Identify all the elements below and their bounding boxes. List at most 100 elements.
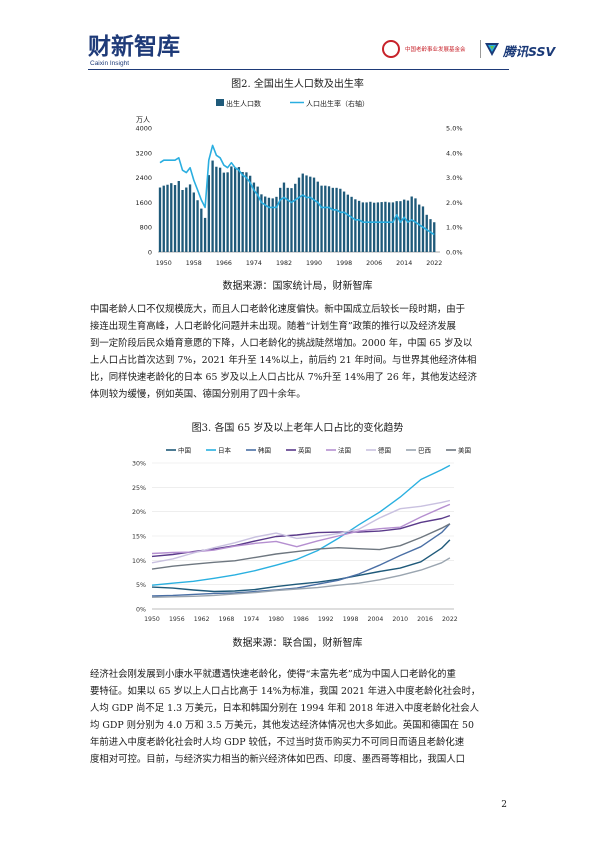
y-tick-label: 1600 [135,199,152,207]
births-bar [327,186,331,252]
births-bar [267,197,271,252]
births-bar [226,172,229,252]
x-tick-label: 2004 [368,616,384,623]
y2-tick-label: 4.0% [446,149,463,157]
y2-tick-label: 0.0% [446,249,463,257]
x-tick-label: 1990 [306,260,322,267]
births-bar [245,172,248,252]
births-bar [275,196,278,252]
logo-main-text: 财新智库 [88,34,180,60]
y-tick-label: 15% [132,534,146,541]
header-rule [88,69,509,70]
figure3-caption: 图3. 各国 65 岁及以上老年人口占比的变化趋势 [191,423,404,434]
births-bar [207,175,211,252]
births-bar [279,187,282,252]
births-bar [342,191,346,252]
births-bar [271,198,274,252]
paragraph-line: 接连出现生育高峰，人口老龄化问题并未出现。随着“计划生育”政策的推行以及经济发展 [90,321,456,332]
births-bar [158,187,162,252]
tencent-ssv-text: 腾讯SSV [503,44,556,59]
y-tick-label: 0% [136,607,146,614]
legend-label: 美国 [458,446,471,455]
births-bar [290,188,293,252]
y-tick-label: 30% [132,461,146,468]
x-tick-label: 1982 [276,260,292,267]
births-bar [335,187,338,252]
x-tick-label: 1998 [336,260,352,267]
births-bar [410,196,413,252]
logo-sub-text: Caixin Insight [90,60,130,67]
paragraph-line: 到一定阶段后民众婚育意愿的下降，人口老龄化的挑战陡然增加。2000 年，中国 6… [90,338,473,349]
paragraph-line: 年前进入中度老龄化社会时人均 GDP 较低，不过当时货币购买力不可同日而语且老龄… [90,737,465,748]
births-bar [192,192,195,252]
births-bar [166,184,169,252]
births-bar [297,177,301,252]
x-tick-label: 1958 [186,260,202,267]
legend-label: 日本 [218,446,232,455]
births-bar [248,175,252,252]
births-bar [196,200,199,252]
births-bar [414,198,417,252]
x-tick-label: 1956 [169,616,185,623]
births-bar [282,182,286,252]
births-bar [365,202,368,252]
births-bar [316,181,319,252]
x-tick-label: 1998 [343,616,359,623]
births-bar [218,167,222,252]
legend-label: 德国 [378,446,391,455]
series-line-法国 [151,503,451,555]
births-bar [346,194,350,252]
births-bar [354,199,357,252]
births-bar [369,201,372,252]
births-bar [181,190,184,252]
births-bar [357,200,361,252]
legend-label: 韩国 [258,446,271,455]
caixin-insight-logo: 财新智库 Caixin Insight [88,34,198,74]
paragraph-line: 经济社会刚发展到小康水平就遭遇快速老龄化，使得“未富先老”成为中国人口老龄化的重 [90,669,456,680]
births-bar [177,181,180,252]
partner-logos: 中国老龄事业发展基金会 腾讯SSV [382,38,555,62]
births-bar [294,183,297,252]
births-bar [421,206,425,252]
legend-label: 中国 [178,446,191,455]
births-bar [391,202,395,252]
x-tick-label: 1986 [293,616,309,623]
figure3-source: 数据来源：联合国，财新智库 [232,638,363,649]
births-bar [301,173,304,252]
foundation-seal-icon [382,40,400,58]
births-bar [312,177,316,252]
births-bar [320,185,323,252]
x-tick-label: 2022 [426,260,442,267]
x-tick-label: 2010 [392,616,408,623]
births-bar [233,167,237,252]
y-tick-label: 20% [132,509,146,516]
x-tick-label: 1974 [246,260,262,267]
births-bar [403,199,406,252]
births-bar [399,201,402,252]
x-tick-label: 1966 [216,260,232,267]
series-line-中国 [151,539,451,593]
x-tick-label: 1950 [144,616,160,623]
births-bar [185,187,188,252]
births-bar [264,196,267,252]
births-bar [324,185,327,252]
births-bar [433,222,436,252]
births-bar [286,187,289,252]
births-bar [380,202,383,252]
birth-chart: 出生人口数 人口出生率（右轴） 万人 0 800 1600 2400 3200 4000 0.0%… [135,99,463,267]
paragraph-aging-speed: 中国老龄人口不仅规模庞大，而且人口老龄化速度偏快。新中国成立后较长一段时期，由于… [90,301,506,403]
births-bar [211,160,214,252]
series-line-日本 [151,464,451,586]
paragraph-line: 中国老龄人口不仅规模庞大，而且人口老龄化速度偏快。新中国成立后较长一段时期，由于 [90,304,466,315]
figure2-source: 数据来源：国家统计局，财新智库 [222,281,373,292]
aging-share-chart: 中国 日本 韩国 英国 法国 德国 巴西 美国 0% 5% 10% 15% 20% 25% 30% 1950 1… [132,446,471,624]
births-bar [215,166,218,252]
y-tick-label: 0 [148,249,152,257]
births-bar [387,202,391,252]
x-tick-label: 1992 [318,616,334,623]
births-bar [203,217,207,252]
paragraph-line: 比，同样快速老龄化的日本 65 岁及以上人口占比从 7%升至 14%用了 26 … [90,372,477,383]
births-bar [384,201,387,252]
y2-tick-label: 5.0% [446,125,463,133]
foundation-name: 中国老龄事业发展基金会 [405,47,466,53]
